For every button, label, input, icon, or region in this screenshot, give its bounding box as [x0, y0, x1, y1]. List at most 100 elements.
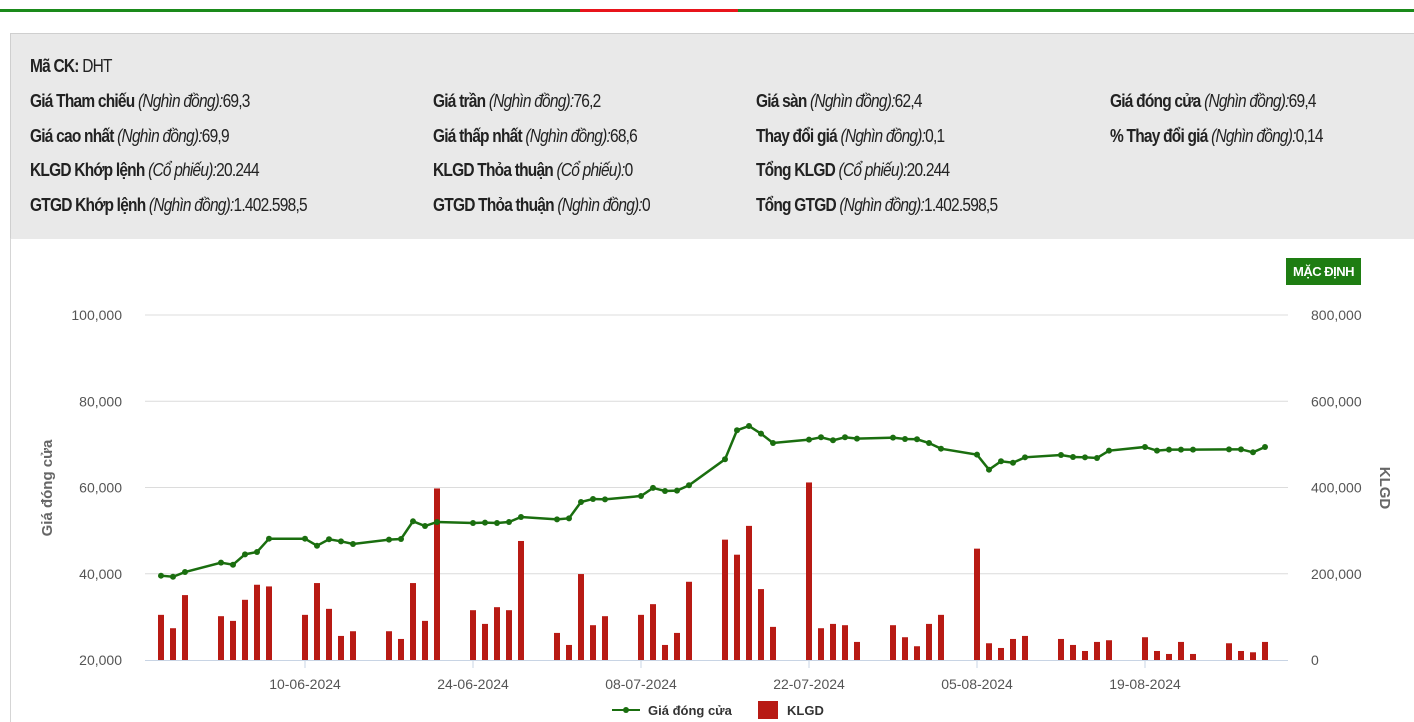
volume-bar: [1058, 638, 1064, 660]
price-point: [326, 536, 332, 543]
price-point: [350, 540, 356, 547]
field-value: 1.402.598,5: [924, 195, 998, 215]
price-point: [686, 482, 692, 489]
volume-bar: [1154, 650, 1160, 660]
field-value: 69,4: [1288, 91, 1317, 111]
price-point: [746, 423, 752, 430]
volume-bar: [770, 626, 776, 660]
field-unit: (Nghìn đồng):: [137, 91, 223, 111]
field-value: 0,1: [925, 126, 945, 146]
field-label: % Thay đổi giá: [1110, 126, 1208, 146]
price-point: [1094, 454, 1100, 461]
y2-tick-label: 200,000: [1311, 566, 1362, 582]
volume-bar: [1178, 641, 1184, 660]
field-value: 1.402.598,5: [233, 195, 308, 215]
price-point: [602, 496, 608, 503]
info-field: Giá Tham chiếu (Nghìn đồng):69,3: [30, 91, 250, 112]
field-label: Giá đóng cửa: [1110, 91, 1201, 111]
price-point: [302, 535, 308, 542]
volume-bar: [1082, 650, 1088, 660]
volume-bar: [722, 539, 728, 660]
volume-bar: [554, 632, 560, 660]
x-tick-label: 10-06-2024: [269, 676, 341, 692]
field-label: Giá thấp nhất: [433, 126, 523, 146]
field-unit: (Nghìn đồng):: [1204, 91, 1289, 111]
price-point: [1154, 447, 1160, 454]
field-label: Giá Tham chiếu: [30, 91, 135, 111]
info-field: GTGD Thỏa thuận (Nghìn đồng):0: [433, 195, 651, 216]
field-label: Thay đổi giá: [756, 126, 838, 146]
price-point: [1142, 443, 1148, 450]
price-point: [590, 495, 596, 502]
price-point: [854, 435, 860, 442]
volume-bar: [590, 625, 596, 660]
price-point: [926, 439, 932, 446]
volume-bar: [914, 646, 920, 660]
volume-bar: [938, 614, 944, 660]
price-point: [1190, 446, 1196, 453]
price-point: [566, 515, 572, 522]
stock-info-panel: [10, 33, 1414, 239]
volume-bar: [602, 616, 608, 660]
price-point: [1070, 453, 1076, 460]
price-point: [398, 535, 404, 542]
chart-left-border: [10, 238, 11, 722]
volume-bar: [338, 635, 344, 660]
volume-bar: [686, 581, 692, 660]
price-point: [638, 492, 644, 499]
volume-bar: [578, 574, 584, 660]
price-point: [266, 535, 272, 542]
field-label: Tổng GTGD: [756, 195, 837, 215]
y2-tick-label: 800,000: [1311, 307, 1362, 323]
reset-default-button[interactable]: MẶC ĐỊNH: [1286, 258, 1361, 285]
x-tick-label: 08-07-2024: [605, 676, 677, 692]
volume-bar: [674, 632, 680, 660]
x-tick-label: 19-08-2024: [1109, 676, 1181, 692]
volume-bar: [254, 584, 260, 660]
volume-bar: [434, 488, 440, 660]
info-field: % Thay đổi giá (Nghìn đồng):0,14: [1110, 126, 1324, 147]
price-point: [1166, 446, 1172, 453]
field-unit: (Cổ phiếu):: [556, 160, 625, 180]
price-point: [218, 559, 224, 566]
volume-bar: [974, 548, 980, 660]
field-unit: (Nghìn đồng):: [488, 91, 574, 111]
volume-bar: [302, 614, 308, 660]
price-point: [1058, 451, 1064, 458]
volume-bar: [734, 554, 740, 660]
top-divider-accent: [580, 9, 738, 12]
price-point: [1010, 459, 1016, 466]
field-value: 76,2: [573, 91, 601, 111]
info-field: Giá sàn (Nghìn đồng):62,4: [756, 91, 922, 112]
field-unit: (Cổ phiếu):: [838, 160, 908, 180]
y2-tick-label: 400,000: [1311, 480, 1362, 496]
field-value: 20.244: [216, 160, 259, 180]
price-point: [434, 519, 440, 525]
price-point: [986, 466, 992, 473]
volume-bar: [230, 620, 236, 660]
y-tick-label: 100,000: [71, 307, 122, 323]
volume-bar: [1070, 644, 1076, 660]
field-value: 0: [624, 160, 634, 180]
price-point: [662, 487, 668, 494]
volume-bar: [506, 610, 512, 660]
price-point: [410, 518, 416, 525]
symbol-row: Mã CK: DHT: [30, 56, 112, 77]
volume-bar: [638, 614, 644, 660]
price-point: [650, 484, 656, 491]
volume-bar: [170, 628, 176, 660]
price-point: [1226, 446, 1232, 453]
price-point: [914, 436, 920, 443]
y-tick-label: 20,000: [79, 652, 122, 668]
info-field: Tổng GTGD (Nghìn đồng):1.402.598,5: [756, 195, 998, 216]
field-value: 62,4: [894, 91, 923, 111]
price-point: [182, 569, 188, 576]
x-tick-label: 05-08-2024: [941, 676, 1013, 692]
price-point: [254, 548, 260, 555]
price-point: [806, 436, 812, 443]
field-label: GTGD Khớp lệnh: [30, 195, 146, 215]
price-point: [1178, 446, 1184, 453]
volume-bar: [470, 610, 476, 660]
price-point: [470, 519, 476, 526]
volume-bar: [650, 604, 656, 660]
